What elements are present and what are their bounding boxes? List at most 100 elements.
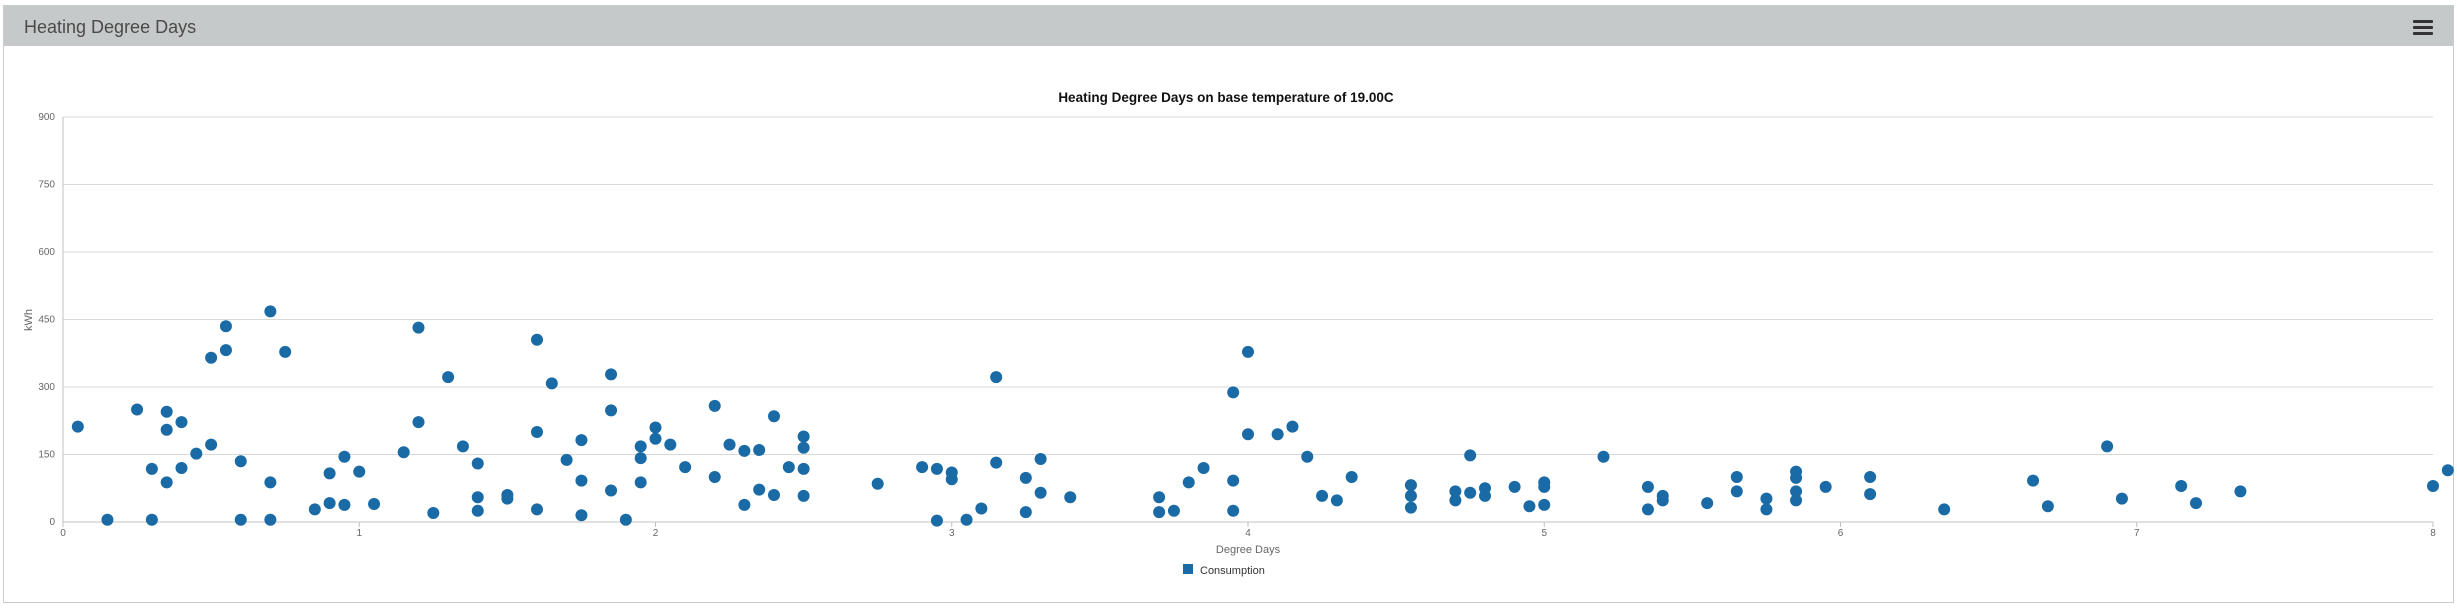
data-point[interactable]	[160, 423, 173, 436]
data-point[interactable]	[1019, 506, 1032, 519]
data-point[interactable]	[1271, 428, 1284, 441]
data-point[interactable]	[531, 333, 543, 346]
data-point[interactable]	[531, 426, 543, 438]
data-point[interactable]	[545, 377, 558, 390]
data-point[interactable]	[338, 450, 351, 463]
data-point[interactable]	[397, 446, 410, 459]
data-point[interactable]	[975, 502, 988, 515]
data-point[interactable]	[619, 513, 632, 526]
data-point[interactable]	[1153, 506, 1166, 519]
data-point[interactable]	[1227, 474, 1240, 487]
data-point[interactable]	[308, 503, 321, 516]
data-point[interactable]	[264, 476, 277, 489]
data-point[interactable]	[1404, 479, 1417, 492]
data-point[interactable]	[871, 477, 884, 490]
data-point[interactable]	[916, 461, 929, 474]
data-point[interactable]	[723, 438, 736, 451]
data-point[interactable]	[175, 462, 188, 474]
legend-label-consumption[interactable]: Consumption	[1200, 565, 1265, 577]
data-point[interactable]	[1242, 345, 1254, 358]
data-point[interactable]	[1538, 498, 1551, 511]
data-point[interactable]	[1034, 453, 1047, 465]
data-point[interactable]	[753, 444, 766, 456]
data-point[interactable]	[1019, 471, 1032, 484]
data-point[interactable]	[1790, 471, 1803, 484]
data-point[interactable]	[1508, 480, 1521, 493]
data-point[interactable]	[634, 476, 647, 489]
data-point[interactable]	[605, 368, 618, 381]
data-point[interactable]	[1730, 471, 1743, 483]
data-point[interactable]	[1227, 504, 1240, 517]
data-point[interactable]	[1641, 480, 1654, 493]
data-point[interactable]	[768, 489, 780, 501]
data-point[interactable]	[649, 421, 662, 434]
data-point[interactable]	[2175, 480, 2188, 492]
data-point[interactable]	[145, 462, 158, 475]
data-point[interactable]	[234, 455, 247, 468]
data-point[interactable]	[323, 467, 336, 480]
data-point[interactable]	[1938, 503, 1951, 516]
data-point[interactable]	[1523, 500, 1536, 513]
data-point[interactable]	[368, 498, 381, 510]
data-point[interactable]	[264, 305, 277, 318]
data-point[interactable]	[2115, 492, 2128, 505]
data-point[interactable]	[634, 440, 647, 453]
data-point[interactable]	[442, 371, 455, 384]
data-point[interactable]	[471, 504, 484, 517]
data-point[interactable]	[945, 473, 958, 486]
data-point[interactable]	[160, 405, 173, 418]
data-point[interactable]	[1701, 497, 1714, 510]
data-point[interactable]	[1730, 485, 1743, 498]
data-point[interactable]	[2234, 485, 2247, 498]
data-point[interactable]	[708, 471, 721, 483]
data-point[interactable]	[1197, 462, 1210, 474]
data-point[interactable]	[1449, 485, 1462, 498]
data-point[interactable]	[323, 497, 336, 510]
data-point[interactable]	[1404, 501, 1417, 514]
data-point[interactable]	[990, 456, 1003, 469]
data-point[interactable]	[575, 509, 588, 522]
data-point[interactable]	[338, 498, 351, 511]
data-point[interactable]	[753, 483, 766, 496]
data-point[interactable]	[1242, 428, 1254, 441]
data-point[interactable]	[649, 432, 662, 445]
data-point[interactable]	[1819, 480, 1832, 493]
data-point[interactable]	[679, 461, 692, 474]
data-point[interactable]	[797, 489, 810, 502]
data-point[interactable]	[1464, 486, 1477, 499]
data-point[interactable]	[708, 399, 721, 412]
data-point[interactable]	[1330, 494, 1343, 507]
data-point[interactable]	[2101, 440, 2114, 453]
data-point[interactable]	[2427, 480, 2439, 492]
data-point[interactable]	[782, 461, 795, 474]
data-point[interactable]	[145, 513, 158, 526]
data-point[interactable]	[279, 345, 292, 358]
data-point[interactable]	[1464, 449, 1477, 462]
data-point[interactable]	[1656, 494, 1669, 507]
data-point[interactable]	[1167, 504, 1180, 517]
data-point[interactable]	[1286, 420, 1299, 433]
data-point[interactable]	[531, 503, 543, 516]
data-point[interactable]	[1479, 489, 1491, 502]
data-point[interactable]	[575, 474, 588, 487]
data-point[interactable]	[1864, 488, 1877, 501]
data-point[interactable]	[456, 440, 469, 453]
data-point[interactable]	[1345, 471, 1358, 483]
data-point[interactable]	[768, 410, 780, 423]
data-point[interactable]	[930, 462, 943, 475]
data-point[interactable]	[1449, 494, 1462, 507]
data-point[interactable]	[471, 457, 484, 470]
data-point[interactable]	[575, 434, 588, 447]
data-point[interactable]	[1760, 492, 1773, 505]
data-point[interactable]	[1064, 491, 1077, 504]
data-point[interactable]	[1538, 480, 1551, 493]
data-point[interactable]	[1316, 489, 1329, 502]
data-point[interactable]	[990, 371, 1003, 384]
data-point[interactable]	[471, 491, 484, 504]
data-point[interactable]	[2441, 464, 2454, 477]
data-point[interactable]	[205, 438, 218, 451]
data-point[interactable]	[234, 513, 247, 526]
data-point[interactable]	[101, 513, 114, 526]
data-point[interactable]	[353, 465, 366, 478]
data-point[interactable]	[634, 452, 647, 465]
